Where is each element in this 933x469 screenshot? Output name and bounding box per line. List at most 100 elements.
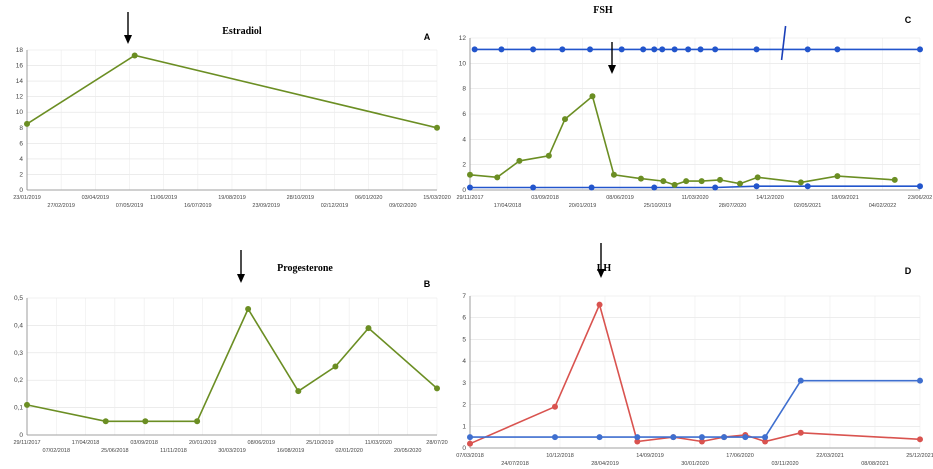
x-tick-label: 25/12/2021 <box>906 453 933 459</box>
x-tick-label: 25/10/2019 <box>306 440 334 446</box>
y-tick-label: 0,4 <box>14 322 23 329</box>
x-tick-label: 24/07/2018 <box>501 461 529 467</box>
chart-title: LH <box>597 263 612 274</box>
y-tick-label: 4 <box>462 358 466 365</box>
data-point <box>434 385 440 392</box>
x-tick-label: 23/01/2019 <box>13 195 41 201</box>
x-tick-label: 11/06/2019 <box>150 195 177 201</box>
data-point <box>467 171 473 178</box>
panel-letter: C <box>905 15 912 25</box>
data-point <box>834 46 841 53</box>
data-point <box>651 46 658 53</box>
x-tick-label: 28/07/2020 <box>719 203 747 209</box>
data-point <box>683 178 690 185</box>
x-tick-label: 07/03/2018 <box>456 453 484 459</box>
x-tick-label: 17/06/2020 <box>726 453 754 459</box>
data-point <box>697 46 704 53</box>
x-tick-label: 08/08/2021 <box>861 461 889 467</box>
data-point <box>295 388 302 395</box>
x-tick-label: 03/11/2020 <box>771 461 798 467</box>
x-tick-label: 11/03/2020 <box>681 195 708 201</box>
y-tick-label: 10 <box>459 60 467 67</box>
data-point <box>671 181 678 188</box>
data-point <box>797 429 804 436</box>
x-tick-label: 06/01/2020 <box>355 195 383 201</box>
data-point <box>698 178 705 185</box>
data-point <box>131 52 138 59</box>
x-tick-label: 27/02/2019 <box>47 203 75 209</box>
data-point <box>559 46 566 53</box>
chart-panel-d: 0 1 2 3 4 5 6 7 07/03/2018 24/07/2018 10/12/2018 28… <box>456 243 933 467</box>
x-tick-label: 22/03/2021 <box>816 453 844 459</box>
data-point <box>589 93 596 100</box>
data-point <box>660 178 667 185</box>
data-point <box>634 434 641 441</box>
x-tick-label: 28/10/2019 <box>287 195 315 201</box>
data-point <box>588 184 595 191</box>
data-point <box>332 363 339 370</box>
data-point <box>834 173 841 180</box>
x-tick-label: 11/11/2018 <box>160 448 187 454</box>
x-tick-label: 25/10/2019 <box>644 203 672 209</box>
y-tick-label: 18 <box>16 47 24 54</box>
x-tick-label: 07/02/2018 <box>43 448 71 454</box>
x-tick-label: 29/11/2017 <box>13 440 40 446</box>
panel-letter: A <box>424 32 431 42</box>
x-tick-label: 03/09/2018 <box>130 440 158 446</box>
data-point <box>467 434 473 441</box>
y-tick-label: 0 <box>462 187 466 194</box>
y-tick-label: 12 <box>459 35 467 42</box>
x-tick-label: 23/09/2019 <box>252 203 280 209</box>
y-tick-label: 8 <box>19 125 23 132</box>
x-tick-label: 11/03/2020 <box>365 440 392 446</box>
y-tick-label: 0,3 <box>14 350 23 357</box>
arrow-annotation <box>608 42 616 74</box>
x-tick-label: 30/01/2020 <box>681 461 709 467</box>
data-point <box>551 403 558 410</box>
y-tick-label: 2 <box>462 402 466 409</box>
y-tick-label: 6 <box>462 315 466 322</box>
data-point <box>804 46 811 53</box>
x-tick-label: 03/09/2018 <box>531 195 559 201</box>
x-tick-label: 18/09/2021 <box>831 195 859 201</box>
arrow-head <box>597 269 605 278</box>
data-point <box>917 46 923 53</box>
data-point <box>194 418 201 425</box>
arrow-annotation <box>237 250 245 283</box>
y-tick-label: 10 <box>16 109 24 116</box>
data-point <box>142 418 149 425</box>
x-tick-label: 30/03/2019 <box>218 448 246 454</box>
y-tick-label: 0,1 <box>14 405 23 412</box>
data-point <box>587 46 594 53</box>
x-tick-label: 09/02/2020 <box>389 203 417 209</box>
x-tick-label: 04/02/2022 <box>869 203 897 209</box>
x-tick-label: 07/05/2019 <box>116 203 144 209</box>
x-tick-label: 25/06/2018 <box>101 448 129 454</box>
data-point <box>516 157 523 164</box>
data-point <box>471 46 478 53</box>
data-point <box>762 438 769 445</box>
data-point <box>596 434 603 441</box>
y-tick-label: 14 <box>16 78 24 85</box>
chart-panel-c: 0 2 4 6 8 10 12 29/11/2017 17/04/2018 03/09/2018 2… <box>456 5 932 209</box>
data-point <box>467 440 473 447</box>
data-point <box>618 46 625 53</box>
chart-title: FSH <box>593 5 613 16</box>
x-tick-label: 20/01/2019 <box>569 203 597 209</box>
y-tick-label: 7 <box>462 293 466 300</box>
x-tick-label: 02/12/2019 <box>321 203 349 209</box>
data-point <box>742 434 749 441</box>
data-point <box>102 418 109 425</box>
y-tick-label: 3 <box>462 380 466 387</box>
data-point <box>804 183 811 190</box>
data-point <box>917 183 923 190</box>
x-tick-label: 08/06/2019 <box>248 440 276 446</box>
data-point <box>640 46 647 53</box>
series-line-3 <box>469 94 895 186</box>
y-tick-label: 0 <box>462 445 466 452</box>
x-tick-label: 16/08/2019 <box>277 448 305 454</box>
arrow-annotation <box>597 243 605 278</box>
data-point <box>762 434 769 441</box>
arrow-head <box>608 65 616 74</box>
